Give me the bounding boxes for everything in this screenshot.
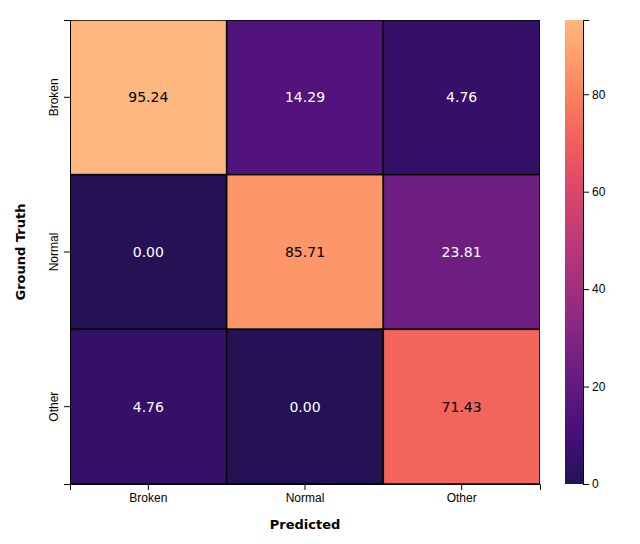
tick-mark (64, 406, 70, 407)
tick: Broken (47, 78, 70, 116)
tick-mark (64, 97, 70, 98)
data-label: 4.76 (446, 89, 477, 105)
tick-label: 20 (592, 380, 606, 394)
tick-label: 60 (592, 185, 606, 199)
tick-label: 80 (592, 88, 606, 102)
tick-mark (583, 387, 589, 388)
tick-mark (305, 484, 306, 490)
tick: 60 (583, 185, 606, 199)
data-label: 85.71 (285, 244, 325, 260)
axis-domain (71, 485, 541, 491)
tick-mark (583, 484, 589, 485)
cell (227, 329, 384, 484)
data-labels: 95.24 14.29 4.76 0.00 85.71 23.81 4.76 0.00 71.4… (128, 89, 481, 414)
chart: 95.24 14.29 4.76 0.00 85.71 23.81 4.76 0.00 71.4… (0, 0, 640, 544)
tick-label: 40 (592, 282, 606, 296)
tick: Normal (47, 233, 70, 272)
y-axis-title: Ground Truth (13, 204, 28, 301)
tick-label: Normal (286, 491, 325, 505)
data-label: 4.76 (133, 399, 164, 415)
cell (383, 175, 540, 330)
tick-mark (583, 94, 589, 95)
tick: 0 (583, 477, 599, 491)
data-label: 23.81 (442, 244, 482, 260)
cell (70, 175, 227, 330)
tick-mark (583, 289, 589, 290)
tick-label: Other (447, 491, 477, 505)
tick: Other (447, 484, 477, 505)
tick: Normal (286, 484, 325, 505)
tick: 40 (583, 282, 606, 296)
tick: 20 (583, 380, 606, 394)
x-axis: Broken Normal Other (71, 484, 541, 505)
cell (227, 20, 384, 175)
axis-domain (64, 21, 71, 485)
tick: 80 (583, 88, 606, 102)
colorbar-gradient (565, 20, 583, 484)
tick: Other (47, 392, 70, 422)
data-label: 0.00 (289, 399, 320, 415)
cell (383, 20, 540, 175)
cell (70, 329, 227, 484)
data-label: 14.29 (285, 89, 325, 105)
tick-label: Normal (47, 233, 61, 272)
axis-domain (584, 21, 590, 485)
colorbar: 0 20 40 60 80 (565, 20, 606, 491)
tick-mark (148, 484, 149, 490)
cell (227, 175, 384, 330)
data-label: 71.43 (442, 399, 482, 415)
tick-label: Broken (47, 78, 61, 116)
data-label: 95.24 (128, 89, 168, 105)
tick-mark (461, 484, 462, 490)
tick-label: 0 (592, 477, 599, 491)
x-axis-title: Predicted (270, 517, 341, 532)
data-label: 0.00 (133, 244, 164, 260)
plot: 95.24 14.29 4.76 0.00 85.71 23.81 4.76 0.00 71.4… (13, 20, 606, 532)
tick: Broken (129, 484, 167, 505)
y-axis: Broken Normal Other (47, 21, 71, 485)
cell (383, 329, 540, 484)
cells (70, 20, 540, 484)
tick-label: Broken (129, 491, 167, 505)
tick-mark (583, 192, 589, 193)
cell (70, 20, 227, 175)
colorbar-axis: 0 20 40 60 80 (583, 21, 606, 492)
tick-label: Other (47, 392, 61, 422)
tick-mark (64, 252, 70, 253)
